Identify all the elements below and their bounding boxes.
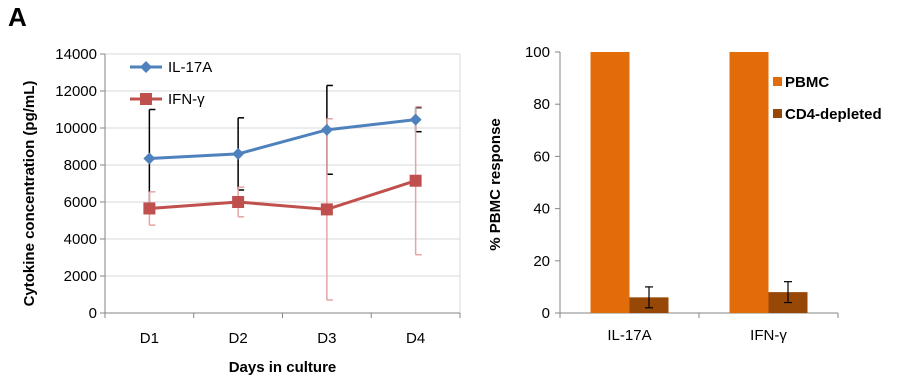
- y-tick-label: 100: [525, 44, 550, 61]
- x-axis-title: Days in culture: [229, 359, 337, 376]
- data-point: [409, 174, 422, 187]
- data-point: [320, 203, 333, 216]
- y-axis-title: Cytokine concentration (pg/mL): [21, 81, 38, 307]
- y-tick-label: 10000: [55, 120, 97, 137]
- bar: [590, 52, 630, 313]
- y-tick-label: 80: [533, 96, 550, 113]
- legend-label: PBMC: [785, 74, 829, 91]
- bar-chart: 0 20 40 60 80 100 IL-17A IFN-γ % PBMC response PB…: [487, 44, 882, 344]
- data-point: [232, 196, 245, 208]
- panel-label: A: [8, 2, 27, 32]
- y-tick-label: 20: [533, 253, 550, 270]
- x-tick-label: D4: [406, 330, 425, 347]
- x-tick-label: D2: [229, 330, 248, 347]
- data-point: [232, 147, 245, 160]
- series-line: [149, 118, 416, 161]
- bar: [729, 52, 769, 313]
- data-point: [143, 152, 156, 165]
- legend-label: CD4-depleted: [785, 106, 882, 123]
- y-tick-label: 0: [542, 305, 550, 322]
- x-tick-label: D3: [317, 330, 336, 347]
- legend-label: IFN-γ: [168, 91, 205, 108]
- x-tick-label: IFN-γ: [750, 327, 787, 344]
- series-line: [149, 179, 417, 211]
- x-tick-label: D1: [140, 330, 159, 347]
- y-tick-label: 6000: [64, 194, 97, 211]
- y-tick-label: 2000: [64, 268, 97, 285]
- y-tick-label: 12000: [55, 83, 97, 100]
- x-tick-label: IL-17A: [607, 327, 651, 344]
- y-axis-title: % PBMC response: [487, 118, 504, 251]
- data-point: [409, 113, 422, 126]
- legend-swatch: [773, 77, 782, 86]
- legend-label: IL-17A: [168, 59, 212, 76]
- y-tick-label: 40: [533, 201, 550, 218]
- line-chart: 0 2000 4000 6000 8000 10000 12000 14000 D1 D2 D3 D4…: [21, 46, 461, 376]
- y-tick-label: 4000: [64, 231, 97, 248]
- y-tick-label: 14000: [55, 46, 97, 63]
- y-tick-label: 60: [533, 148, 550, 165]
- legend-swatch: [773, 109, 782, 118]
- data-point: [143, 202, 156, 215]
- y-tick-label: 8000: [64, 157, 97, 174]
- legend-marker: [140, 61, 152, 73]
- data-point: [320, 123, 333, 136]
- y-tick-label: 0: [89, 305, 97, 322]
- legend-marker: [140, 93, 152, 105]
